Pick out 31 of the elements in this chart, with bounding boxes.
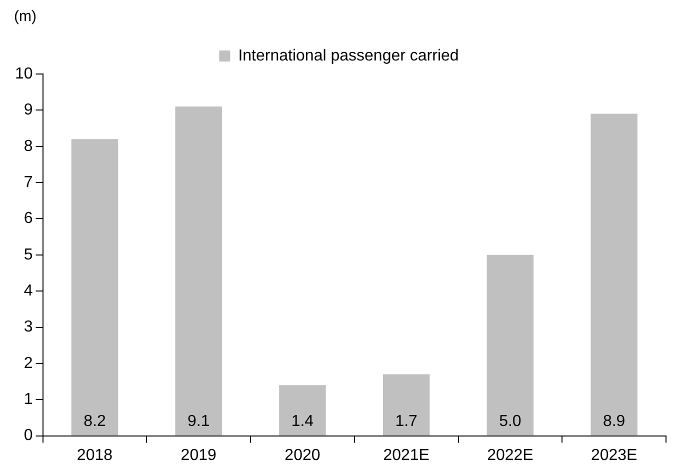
y-tick-label: 9 bbox=[24, 102, 33, 119]
data-label: 1.7 bbox=[395, 413, 418, 430]
y-tick-label: 8 bbox=[24, 138, 33, 155]
y-tick-label: 7 bbox=[24, 174, 33, 191]
x-tick-label: 2021E bbox=[383, 446, 430, 464]
bar bbox=[382, 374, 430, 436]
data-label: 9.1 bbox=[187, 413, 210, 430]
data-label: 1.4 bbox=[291, 413, 314, 430]
x-tick-label: 2022E bbox=[487, 446, 534, 464]
data-label: 8.9 bbox=[602, 413, 626, 430]
y-tick-label: 4 bbox=[24, 282, 33, 300]
data-label: 8.2 bbox=[84, 413, 106, 430]
y-tick-label: 6 bbox=[24, 210, 33, 228]
bar bbox=[71, 139, 118, 436]
y-tick-label: 3 bbox=[24, 318, 33, 336]
y-tick-label: 10 bbox=[15, 65, 33, 82]
legend-label: International passenger carried bbox=[238, 47, 459, 64]
data-label: 5.0 bbox=[499, 413, 522, 430]
bar bbox=[590, 114, 638, 436]
bar bbox=[486, 254, 534, 436]
x-tick-label: 2019 bbox=[180, 446, 216, 464]
y-tick-label: 1 bbox=[24, 391, 33, 408]
y-axis-title: (m) bbox=[14, 8, 36, 25]
y-tick-label: 5 bbox=[24, 246, 33, 264]
x-tick-label: 2020 bbox=[284, 446, 320, 464]
bar bbox=[175, 106, 222, 436]
y-tick-label: 2 bbox=[24, 354, 33, 372]
y-tick-label: 0 bbox=[24, 427, 33, 444]
x-tick-label: 2018 bbox=[76, 446, 113, 464]
bar bbox=[279, 385, 326, 436]
x-tick-label: 2023E bbox=[590, 446, 638, 464]
